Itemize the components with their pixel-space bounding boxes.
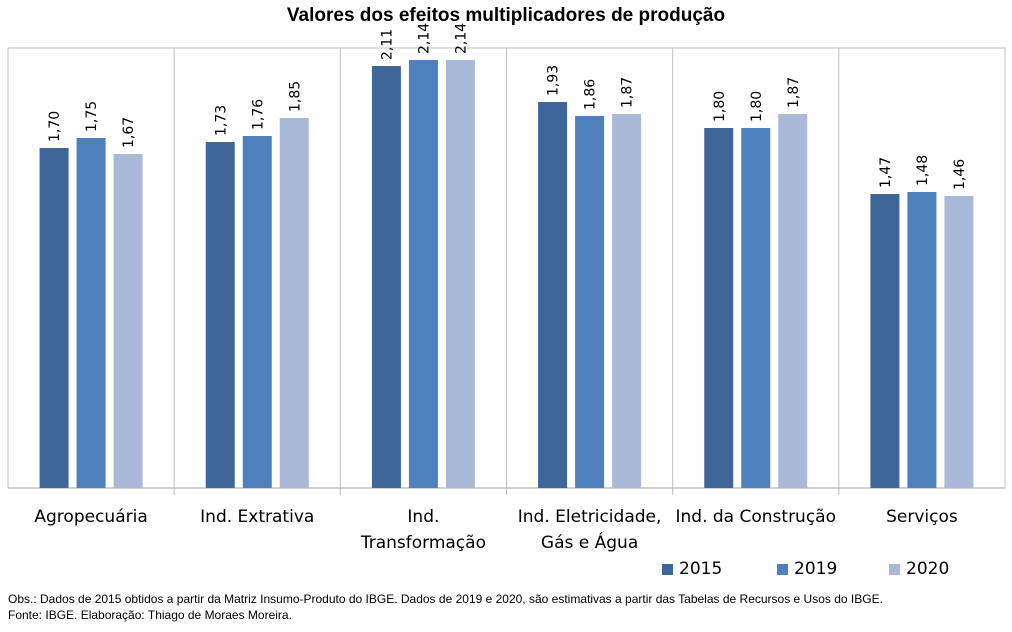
legend-item-2015: 2015	[662, 559, 722, 579]
legend-item-2019: 2019	[777, 559, 837, 579]
bar-2019	[575, 116, 605, 488]
bar-2019	[242, 136, 272, 488]
data-label: 2,14	[416, 23, 432, 54]
bar-2020	[612, 114, 642, 488]
footnote-source: Fonte: IBGE. Elaboração: Thiago de Morae…	[8, 608, 292, 622]
legend-label: 2019	[794, 559, 838, 579]
bar-2020	[944, 196, 974, 488]
category-label: Ind. Eletricidade,	[518, 507, 662, 527]
data-label: 1,80	[749, 91, 765, 122]
legend-swatch	[662, 563, 673, 575]
bar-2020	[279, 118, 309, 488]
legend-label: 2015	[679, 559, 723, 579]
data-label: 1,80	[712, 91, 728, 122]
data-label: 1,87	[786, 77, 802, 108]
bar-2015	[704, 128, 734, 488]
bar-2019	[408, 60, 438, 488]
category-label: Ind.	[407, 507, 439, 527]
bar-2019	[741, 128, 771, 488]
data-label: 1,86	[583, 79, 599, 110]
bar-2015	[371, 66, 401, 488]
data-label: 2,11	[379, 29, 395, 60]
data-label: 2,14	[453, 23, 469, 54]
category-label: Agropecuária	[34, 507, 147, 527]
data-label: 1,87	[620, 77, 636, 108]
legend-item-2020: 2020	[889, 559, 949, 579]
bar-2019	[907, 192, 937, 488]
legend-swatch	[889, 563, 900, 575]
data-label: 1,70	[47, 111, 63, 142]
bar-2019	[76, 138, 106, 488]
data-label: 1,67	[121, 117, 137, 148]
bar-2015	[538, 102, 568, 488]
bar-2015	[39, 148, 69, 488]
footnote-obs: Obs.: Dados de 2015 obtidos a partir da …	[8, 592, 883, 606]
bar-2020	[778, 114, 808, 488]
data-label: 1,73	[213, 105, 229, 136]
bar-2015	[205, 142, 235, 488]
category-label: Ind. Extrativa	[200, 507, 314, 527]
data-label: 1,85	[287, 81, 303, 112]
legend-label: 2020	[906, 559, 950, 579]
data-label: 1,76	[250, 99, 266, 130]
data-label: 1,47	[878, 157, 894, 188]
data-label: 1,48	[915, 155, 931, 186]
data-label: 1,75	[84, 101, 100, 132]
category-label: Serviços	[886, 507, 958, 527]
footnotes: Obs.: Dados de 2015 obtidos a partir da …	[8, 591, 883, 623]
chart-title: Valores dos efeitos multiplicadores de p…	[286, 5, 726, 26]
data-label: 1,93	[546, 65, 562, 96]
bar-2020	[113, 154, 143, 488]
category-label: Gás e Água	[541, 531, 638, 553]
bar-2020	[445, 60, 475, 488]
bar-2015	[870, 194, 900, 488]
category-label: Ind. da Construção	[676, 507, 837, 527]
category-label: Transformação	[360, 533, 486, 553]
data-label: 1,46	[952, 159, 968, 190]
legend-swatch	[777, 563, 788, 575]
